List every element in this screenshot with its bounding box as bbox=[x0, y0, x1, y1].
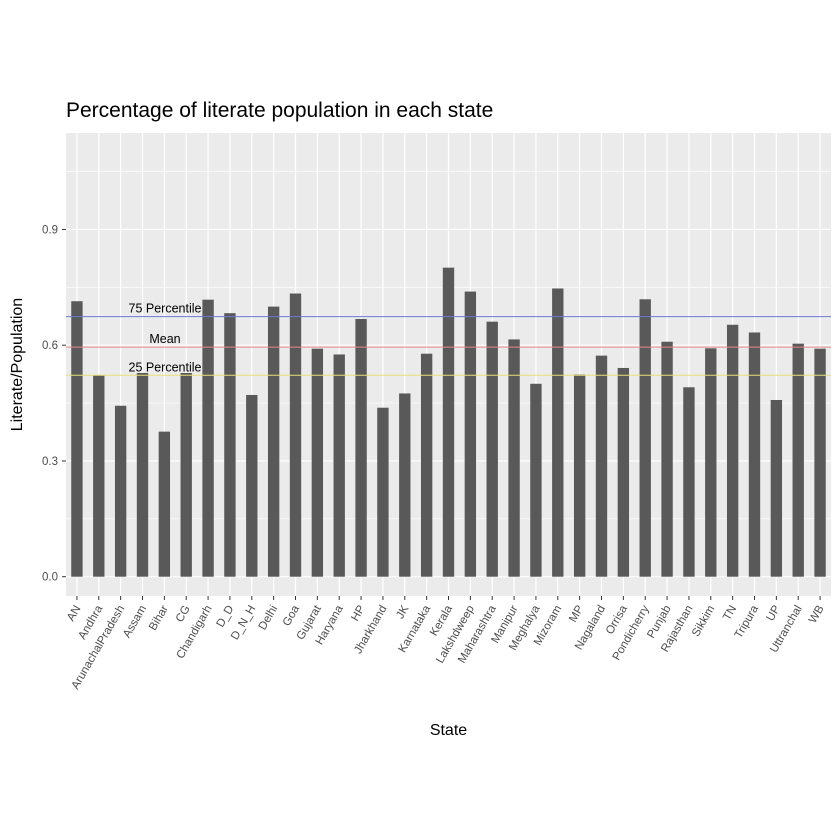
bar-orrisa bbox=[617, 367, 630, 577]
bar-lakshdweep bbox=[464, 291, 477, 577]
bar-delhi bbox=[267, 306, 280, 577]
bar-tn bbox=[726, 324, 739, 577]
bar-maharashtra bbox=[486, 321, 498, 577]
x-tick-label: HP bbox=[349, 603, 368, 623]
y-axis: 0.0 0.3 0.6 0.9 bbox=[42, 224, 66, 584]
x-tick-label: WB bbox=[807, 603, 827, 625]
x-tick-label: Goa bbox=[281, 603, 303, 628]
bar-chandigarh bbox=[202, 299, 214, 577]
ref-label-mean: Mean bbox=[149, 332, 180, 346]
bar-jk bbox=[399, 393, 411, 577]
bar-goa bbox=[289, 293, 302, 577]
y-axis-title: Literate/Population bbox=[9, 298, 26, 431]
bar-nagaland bbox=[595, 355, 608, 577]
bar-sikkim bbox=[705, 348, 717, 577]
bar-gujarat bbox=[311, 348, 324, 577]
x-tick-label: D_D bbox=[215, 604, 237, 630]
y-tick-label: 0.0 bbox=[42, 572, 58, 584]
y-tick-label: 0.3 bbox=[42, 456, 58, 468]
bar-up bbox=[770, 399, 783, 577]
x-tick-label: Delhi bbox=[257, 604, 281, 633]
bar-hp bbox=[355, 318, 367, 577]
bar-cg bbox=[180, 372, 192, 577]
bar-d-d bbox=[224, 313, 236, 577]
bar-meghalya bbox=[530, 383, 542, 577]
bars bbox=[71, 267, 826, 577]
bar-bihar bbox=[158, 431, 171, 577]
bar-haryana bbox=[333, 354, 345, 577]
bar-karnataka bbox=[420, 353, 433, 577]
bar-jharkhand bbox=[377, 407, 389, 577]
bar-andhra bbox=[93, 375, 105, 577]
bar-wb bbox=[814, 348, 826, 577]
bar-punjab bbox=[661, 341, 673, 577]
x-tick-label: CG bbox=[174, 603, 193, 624]
x-tick-label: AN bbox=[65, 604, 83, 624]
ref-label-25-percentile: 25 Percentile bbox=[129, 360, 202, 374]
bar-d-n-h bbox=[246, 394, 258, 577]
x-axis-title: State bbox=[430, 722, 467, 739]
bar-pondicherry bbox=[639, 299, 651, 577]
chart-title: Percentage of literate population in eac… bbox=[66, 99, 494, 122]
bar-mp bbox=[573, 374, 586, 577]
bar-manipur bbox=[508, 339, 520, 577]
bar-uttranchal bbox=[792, 343, 804, 577]
x-tick-label: UP bbox=[765, 603, 784, 623]
bar-assam bbox=[136, 372, 149, 577]
bar-kerala bbox=[442, 267, 455, 577]
x-tick-label: JK bbox=[394, 603, 411, 621]
bar-rajasthan bbox=[683, 387, 695, 577]
x-tick-label: Bihar bbox=[147, 603, 171, 632]
bar-tripura bbox=[748, 332, 761, 577]
ref-label-75-percentile: 75 Percentile bbox=[129, 302, 202, 316]
reference-lines: 75 Percentile Mean 25 Percentile bbox=[66, 302, 831, 376]
bar-an bbox=[71, 301, 83, 577]
bar-mizoram bbox=[552, 288, 564, 577]
x-tick-label: MP bbox=[567, 603, 586, 624]
y-tick-label: 0.6 bbox=[42, 340, 58, 352]
y-tick-label: 0.9 bbox=[42, 224, 58, 236]
x-tick-label: TN bbox=[721, 604, 739, 623]
bar-arunachalpradesh bbox=[114, 405, 127, 577]
